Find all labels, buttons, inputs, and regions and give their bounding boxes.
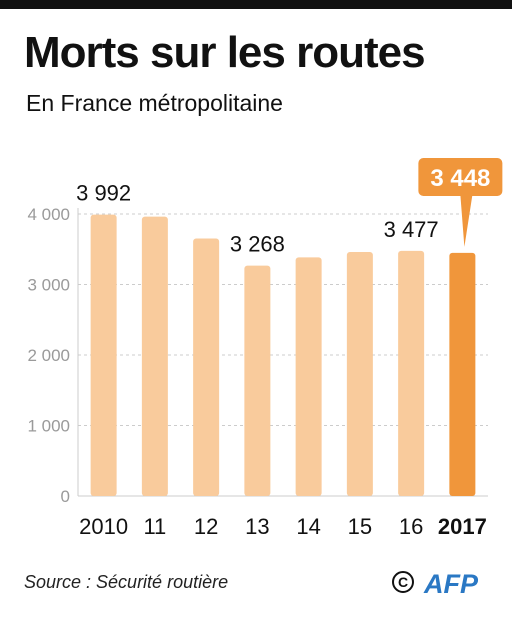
x-tick-label: 2017 xyxy=(438,514,487,539)
y-tick-label: 2 000 xyxy=(27,346,70,365)
top-rule xyxy=(0,0,512,9)
bar xyxy=(398,250,425,496)
callout-box xyxy=(418,158,503,196)
y-tick-label: 0 xyxy=(61,487,70,506)
callout-pointer xyxy=(460,195,473,247)
x-tick-label: 2010 xyxy=(79,514,128,539)
bar xyxy=(244,265,271,496)
bar xyxy=(90,214,117,496)
data-label: 3 477 xyxy=(384,217,439,242)
x-tick-label: 12 xyxy=(194,514,218,539)
x-tick-label: 15 xyxy=(348,514,372,539)
chart-subtitle: En France métropolitaine xyxy=(26,90,283,116)
bar xyxy=(141,216,168,496)
bar xyxy=(346,251,373,496)
afp-logo: C AFP xyxy=(392,569,479,598)
x-tick-label: 14 xyxy=(296,514,320,539)
x-tick-label: 16 xyxy=(399,514,423,539)
x-tick-label: 13 xyxy=(245,514,269,539)
y-tick-label: 3 000 xyxy=(27,276,70,295)
bar xyxy=(193,238,220,496)
source-note: Source : Sécurité routière xyxy=(24,572,229,592)
data-label: 3 992 xyxy=(76,181,131,206)
y-tick-label: 1 000 xyxy=(27,417,70,436)
copyright-icon xyxy=(392,571,414,593)
x-tick-label: 11 xyxy=(143,514,166,539)
data-label: 3 268 xyxy=(230,232,285,257)
y-tick-label: 4 000 xyxy=(27,205,70,224)
data-label-highlight: 3 448 xyxy=(430,165,490,192)
copyright-symbol-glyph: C xyxy=(398,574,408,590)
afp-logo-text: AFP xyxy=(423,569,479,598)
chart-title: Morts sur les routes xyxy=(24,28,426,77)
bar xyxy=(449,252,476,496)
bar xyxy=(295,257,322,496)
